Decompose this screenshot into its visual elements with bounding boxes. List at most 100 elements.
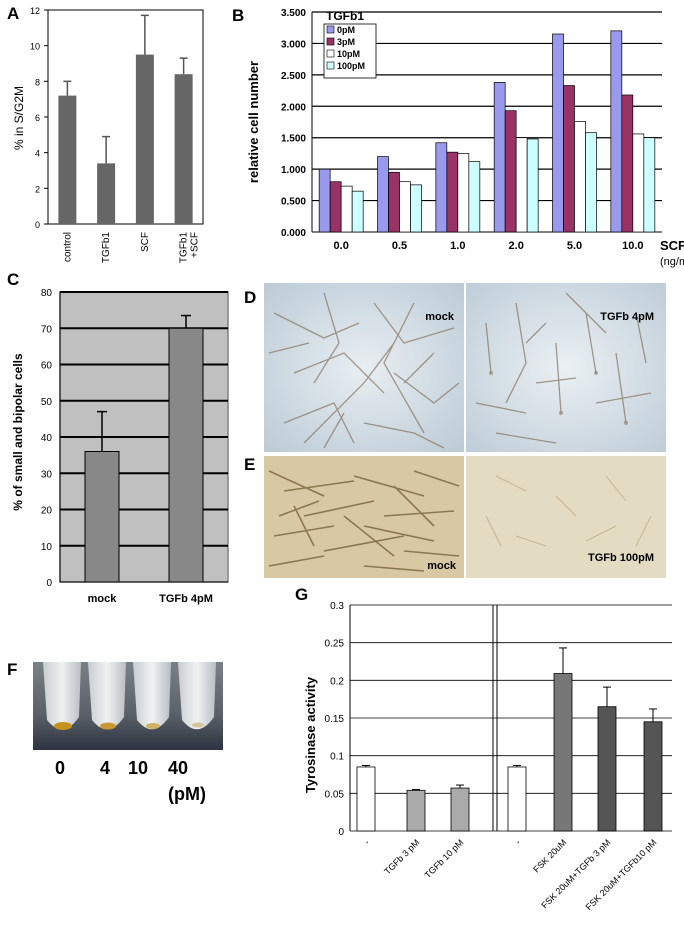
chart-b-xtick-label: 5.0 [567,240,582,252]
chart-b-ylabel: relative cell number [246,61,261,183]
chart-b-bar [388,171,400,233]
chart-g-ylabel: Tyrosinase activity [303,676,318,793]
chart-a-bar [135,54,154,225]
chart-c-ytick-label: 30 [41,469,53,480]
tubes-photo [33,662,223,750]
panel-letter-b: B [232,6,245,25]
stained-micrograph-e-left [264,456,464,578]
chart-c-category-label: TGFb 4pM [159,593,213,605]
chart-b-xtick-label: 2.0 [509,240,524,252]
chart-b-bar [574,121,586,233]
chart-b-ytick-label: 3.000 [281,39,306,50]
chart-c-bar [84,451,120,583]
tube-concentration-unit: (pM) [168,784,206,804]
chart-b-legend-label: 0pM [337,25,355,35]
chart-a-bar [174,74,193,224]
chart-b-xtick-label: 1.0 [450,240,465,252]
chart-g-ytick-label: 0.25 [325,639,345,650]
chart-g-bar [553,673,573,832]
chart-g-tyrosinase-activity: Tyrosinase activity 0 0.05 0.1 0.15 0.2 0.25 0… [303,601,672,912]
chart-b-legend-label: 3pM [337,37,355,47]
chart-a-ytick-label: 10 [30,42,40,52]
chart-b-bar [552,33,564,233]
chart-b-legend-label: 100pM [337,61,365,71]
chart-b-ytick-label: 2.000 [281,102,306,113]
chart-c-ylabel: % of small and bipolar cells [11,353,25,511]
chart-c-small-bipolar-cells: % of small and bipolar cells 0 10 20 30 40 50… [11,288,229,605]
chart-g-ytick-label: 0.05 [325,789,345,800]
chart-b-legend-swatch [326,49,335,58]
chart-a-ytick-label: 6 [35,113,40,123]
chart-g-bar [597,706,617,832]
panel-letter-c: C [7,270,20,289]
photo-d-tgfb: TGFb 4pM [466,283,666,452]
chart-b-bar [610,30,623,233]
chart-b-bar [515,137,528,233]
chart-b-bar [410,184,422,233]
chart-b-xunit: (ng/ml) [660,256,684,268]
chart-a-category-label: SCF [140,232,151,252]
photo-d-right-label: TGFb 4pM [600,311,654,323]
chart-g-ytick-label: 0 [338,827,344,838]
chart-b-ytick-label: 0.500 [281,197,306,208]
chart-a-ytick-label: 12 [30,6,40,16]
photo-e-left-label: mock [427,560,456,572]
chart-b-xtick-label: 10.0 [622,240,643,252]
tube-label-0: 0 [55,758,66,778]
photo-e-mock: mock [264,456,464,578]
chart-a-category-label: TGFb1 [101,232,112,264]
chart-g-bar [643,721,663,832]
chart-b-legend-swatch [326,37,335,46]
chart-g-category-label: TGFb 3 pM [382,837,421,876]
chart-g-ytick-label: 0.1 [330,752,344,763]
chart-g-bar [450,787,470,832]
chart-g-category-label: FSK 20uM [531,837,568,874]
panel-letter-d: D [244,288,257,307]
chart-a-ytick-label: 8 [35,77,40,87]
chart-b-bar [351,190,364,233]
chart-b-bar [468,161,481,233]
chart-g-ytick-label: 0.3 [330,601,344,612]
chart-b-bar [435,142,448,233]
chart-g-bar [356,766,376,832]
chart-b-xtick-label: 0.5 [392,240,407,252]
chart-g-category-label: - [513,837,522,846]
chart-b-bar [493,82,506,233]
chart-g-bar [507,766,527,832]
chart-b-bar [504,110,517,233]
panel-letter-e: E [244,455,256,474]
chart-b-xlabel: SCF [660,238,684,253]
chart-b-xtick-label: 0.0 [334,240,349,252]
chart-b-bar [632,133,645,233]
chart-b-bar [526,138,539,233]
chart-b-bar [621,94,634,233]
chart-c-ytick-label: 40 [41,433,53,444]
chart-g-category-label: TGFb 10 pM [423,837,466,880]
chart-c-ytick-label: 70 [41,324,53,335]
chart-b-relative-cell-number: relative cell number 0.000 0.500 1.000 1.50… [246,8,684,268]
chart-b-bar [399,181,411,233]
chart-a-ylabel: % in S/G2M [12,86,26,150]
tube-label-4: 4 [100,758,111,778]
chart-b-ytick-label: 1.500 [281,134,306,145]
chart-a-ytick-label: 2 [35,184,40,194]
chart-c-category-label: mock [88,593,118,605]
chart-g-bar [406,789,426,832]
chart-b-bar [585,132,597,233]
photo-e-tgfb: TGFb 100pM [466,456,666,578]
chart-b-bar [446,151,459,233]
chart-b-ytick-label: 1.000 [281,165,306,176]
chart-b-bar [329,181,342,233]
cell-micrograph-d-left [264,283,464,452]
chart-b-ytick-label: 2.500 [281,71,306,82]
chart-g-category-label: - [362,837,371,846]
panel-letter-g: G [295,585,309,604]
chart-a-category-label: TGFb1+SCF [179,232,201,264]
chart-b-bar [563,85,575,233]
chart-g-ytick-label: 0.15 [325,714,345,725]
chart-b-bar [318,168,331,233]
chart-g-ytick-label: 0.2 [330,676,344,687]
tube-label-40: 40 [168,758,189,778]
chart-c-ytick-label: 60 [41,361,53,372]
chart-c-ytick-label: 20 [41,506,53,517]
